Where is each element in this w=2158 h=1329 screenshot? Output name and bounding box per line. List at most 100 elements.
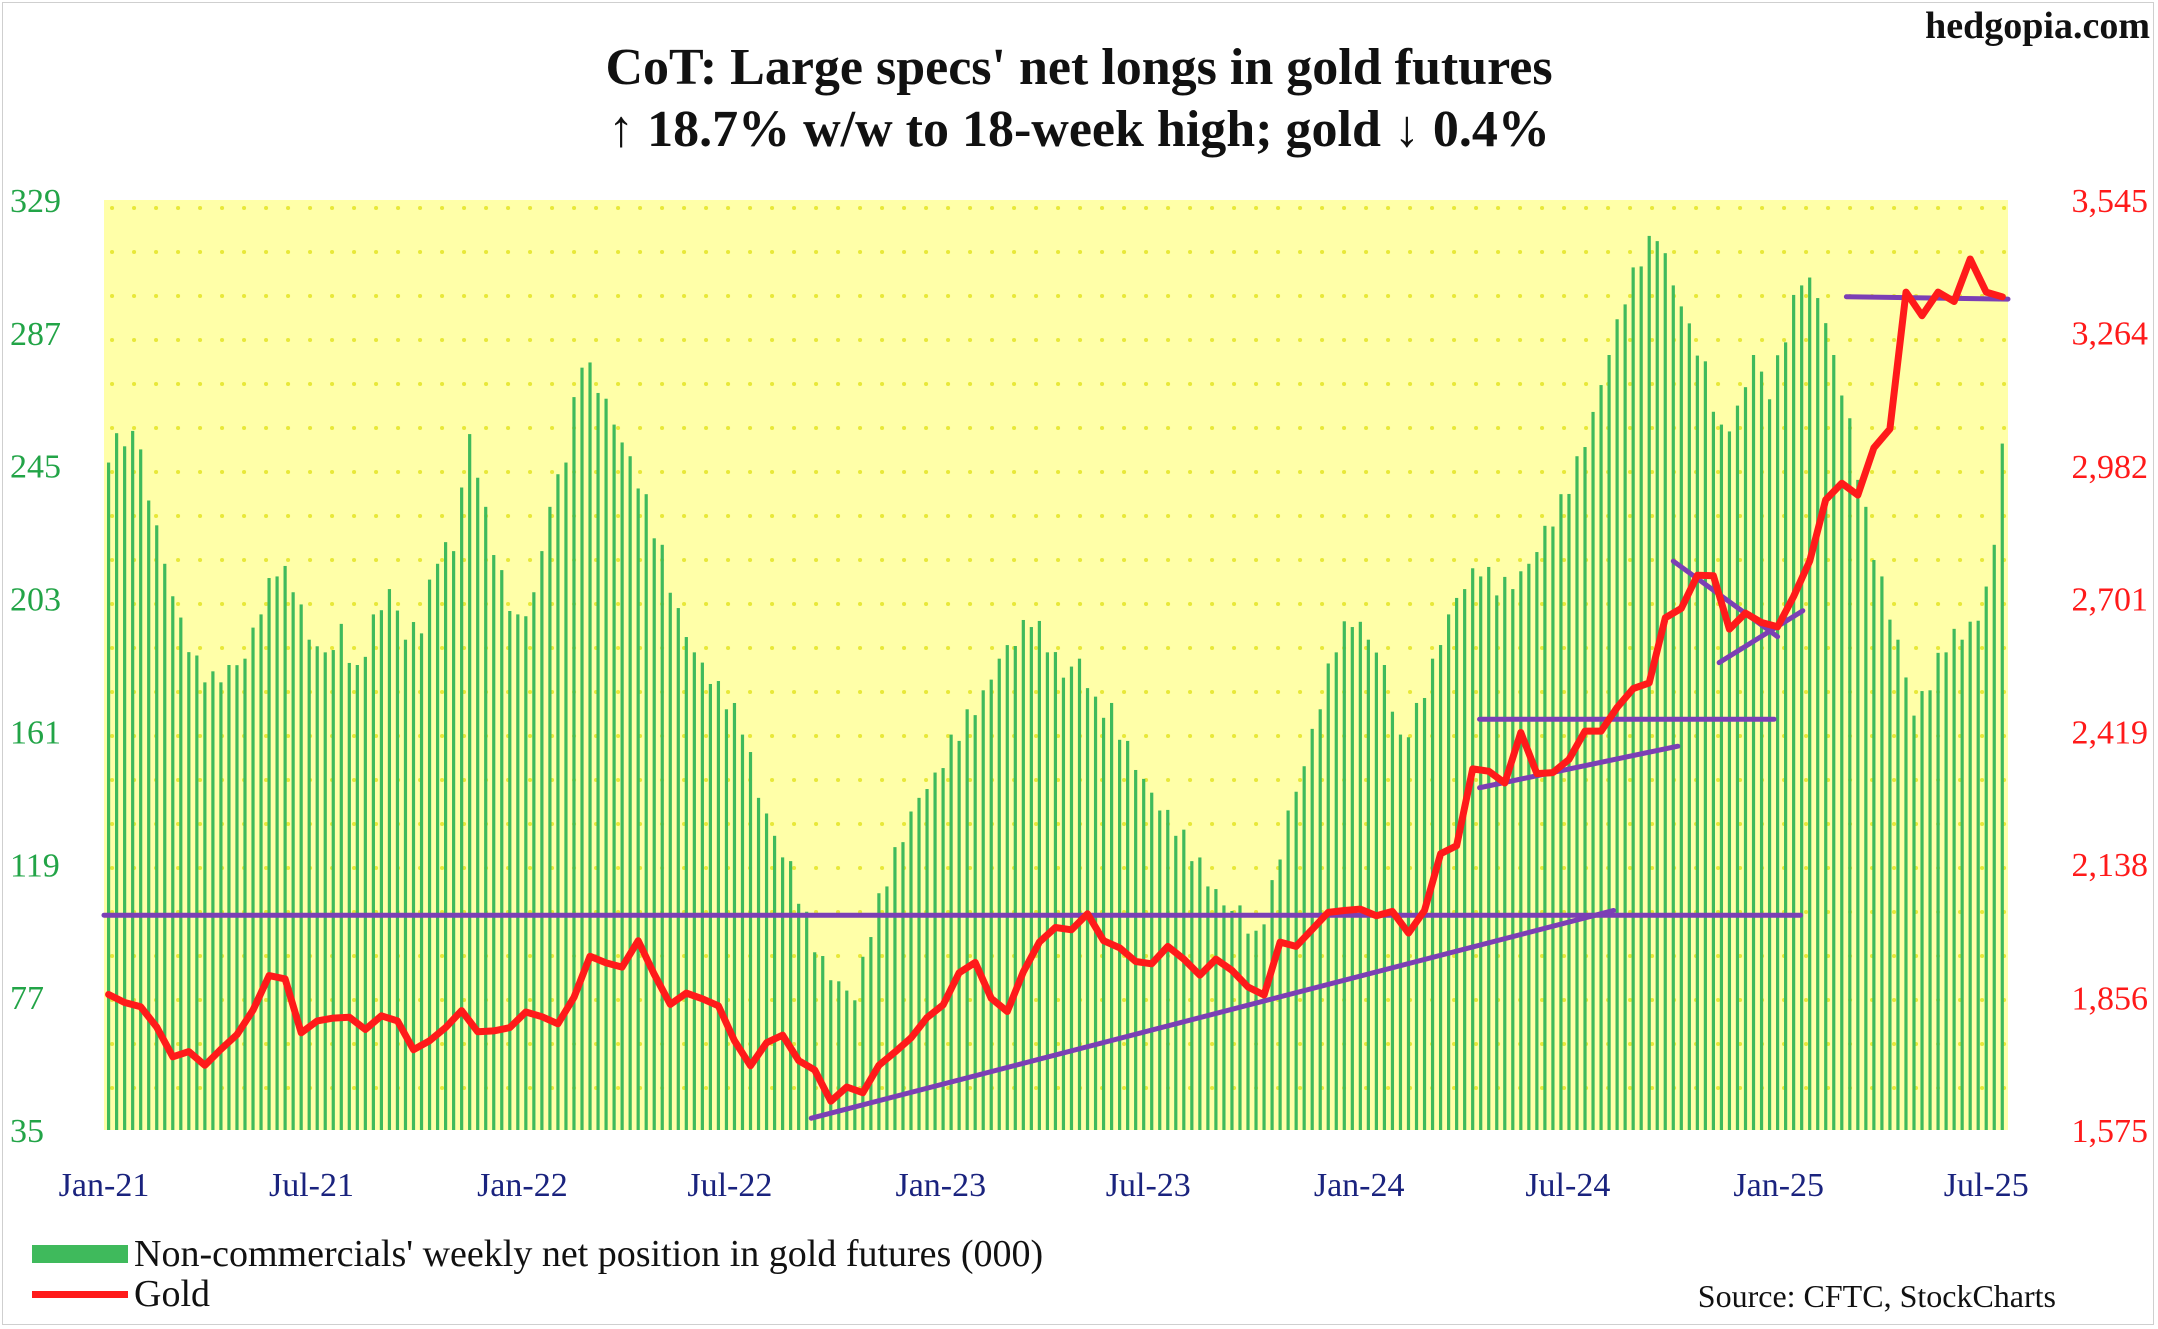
bar [476, 477, 480, 1131]
bar [1503, 576, 1507, 1130]
bar [163, 563, 167, 1130]
x-tick-label: Jan-21 [59, 1167, 150, 1204]
bar [1655, 241, 1659, 1131]
bar [1471, 568, 1475, 1130]
bar [171, 596, 175, 1130]
bar [1759, 371, 1764, 1130]
bar [1029, 627, 1033, 1130]
bar [1479, 576, 1483, 1130]
bar [243, 658, 247, 1130]
bar [1021, 619, 1025, 1130]
bar [1045, 652, 1050, 1130]
bar [1824, 323, 1828, 1130]
x-tick-label: Jul-23 [1106, 1167, 1191, 1204]
bar [869, 937, 873, 1130]
bar [564, 462, 568, 1130]
bar [283, 565, 287, 1130]
right-tick-label: 3,545 [2072, 183, 2149, 220]
bar [1158, 810, 1162, 1130]
bar [909, 811, 913, 1130]
bar [917, 797, 921, 1130]
bar [1912, 715, 1916, 1130]
bar [636, 488, 640, 1130]
gold-line [105, 255, 2006, 1105]
chart-subtitle: ↑ 18.7% w/w to 18-week high; gold ↓ 0.4% [608, 101, 1550, 158]
bar [1222, 905, 1226, 1130]
bar [379, 610, 384, 1130]
legend-line-label: Gold [134, 1273, 210, 1315]
bar [1872, 560, 1876, 1130]
bar [1246, 933, 1250, 1130]
bar [1703, 361, 1707, 1130]
bar [981, 690, 985, 1130]
bar [1551, 526, 1555, 1130]
bar [1334, 652, 1338, 1130]
right-tick-label: 1,575 [2072, 1113, 2149, 1150]
x-tick-label: Jul-21 [269, 1167, 354, 1204]
legend-line-swatch [32, 1290, 128, 1298]
x-axis: Jan-21 Jul-21 Jan-22 Jul-22 Jan-23 Jul-23 Jan-… [59, 1167, 2029, 1204]
bar [1928, 690, 1932, 1130]
bar [1800, 285, 1804, 1130]
bar [1615, 319, 1619, 1131]
bar [700, 662, 704, 1130]
bar [1174, 835, 1178, 1130]
bar [885, 886, 889, 1130]
bar [1960, 639, 1964, 1130]
bar [1190, 861, 1194, 1130]
bar [492, 555, 496, 1130]
bar [925, 789, 929, 1130]
bar [1840, 395, 1844, 1130]
bar [500, 570, 504, 1130]
legend-item-bars: Non-commercials' weekly net position in … [32, 1232, 1043, 1276]
bar [1784, 342, 1788, 1130]
bar [652, 538, 656, 1130]
bar [1101, 717, 1106, 1130]
bar [123, 446, 127, 1131]
bar [1463, 589, 1467, 1130]
bar [1487, 566, 1491, 1130]
bar [596, 392, 600, 1130]
bar [1671, 285, 1675, 1130]
bar [797, 903, 801, 1130]
bar [1005, 645, 1009, 1130]
line-series [105, 255, 2006, 1105]
bar [195, 655, 199, 1130]
chart-title: CoT: Large specs' net longs in gold futu… [605, 39, 1553, 96]
bar [484, 506, 488, 1130]
bar [1126, 740, 1130, 1130]
bar [1447, 614, 1451, 1130]
bar [460, 487, 464, 1130]
bar [1198, 857, 1202, 1130]
bar [1238, 905, 1242, 1130]
bar [997, 658, 1001, 1130]
bar [1455, 597, 1459, 1130]
bar [1687, 323, 1691, 1131]
bar [588, 362, 592, 1130]
bar [147, 500, 151, 1130]
bar [1326, 663, 1330, 1130]
bar [2000, 443, 2004, 1131]
bar [748, 752, 753, 1130]
x-tick-label: Jan-24 [1314, 1167, 1405, 1204]
bar [708, 683, 712, 1130]
bar [339, 623, 343, 1130]
bar [1808, 277, 1812, 1130]
bar [957, 740, 961, 1130]
bar [805, 911, 809, 1130]
bar [1085, 688, 1090, 1130]
bar [1976, 620, 1980, 1130]
bar [235, 665, 239, 1130]
bar [524, 616, 528, 1130]
bar [259, 614, 263, 1130]
left-axis: 35 77 119 161 203 245 287 329 [10, 183, 61, 1150]
trendline [1716, 608, 1806, 666]
bar [853, 1000, 857, 1130]
bar [1848, 418, 1852, 1130]
bar [845, 990, 849, 1130]
bar [532, 592, 536, 1130]
x-tick-label: Jan-22 [477, 1167, 568, 1204]
right-tick-label: 2,138 [2072, 847, 2149, 884]
